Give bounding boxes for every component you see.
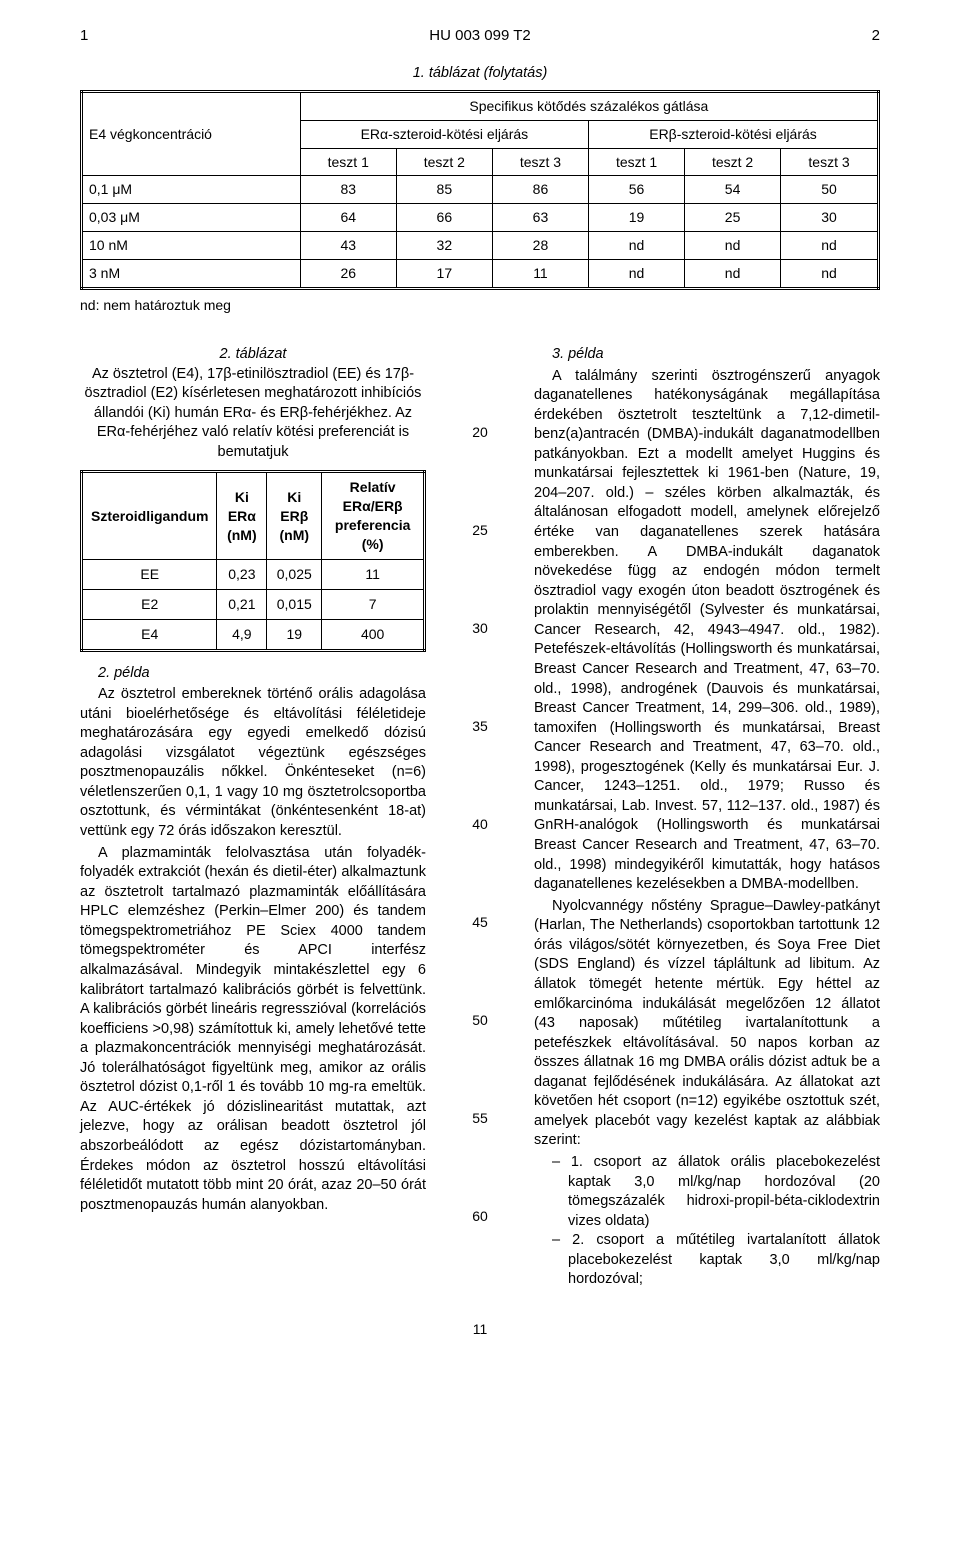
table-row: 0,03 μM646663192530: [82, 204, 879, 232]
line-mark: 35: [466, 717, 494, 736]
table2: Szteroidligandum Ki ERα (nM) Ki ERβ (nM)…: [80, 470, 426, 651]
header-center: HU 003 099 T2: [429, 26, 530, 46]
example2-p1: Az ösztetrol embereknek történő orális a…: [80, 685, 426, 842]
header-right: 2: [872, 26, 880, 46]
line-mark: 40: [466, 815, 494, 834]
example2-label: 2. példa: [80, 664, 426, 684]
line-mark: 25: [466, 521, 494, 540]
table-row: 10 nM433228ndndnd: [82, 232, 879, 260]
table2-header-row: Szteroidligandum Ki ERα (nM) Ki ERβ (nM)…: [82, 472, 425, 560]
table1-spec-header: Specifikus kötődés százalékos gátlása: [300, 91, 878, 120]
line-mark: 60: [466, 1207, 494, 1226]
header-left: 1: [80, 26, 88, 46]
example3-p2: Nyolcvannégy nőstény Sprague–Dawley-patk…: [534, 897, 880, 1151]
table1-note: nd: nem határoztuk meg: [80, 296, 880, 315]
table-row: EE0,230,02511: [82, 559, 425, 589]
table-row: E44,919400: [82, 619, 425, 650]
page-number: 11: [80, 1320, 880, 1339]
right-column: 3. példa A találmány szerinti ösztrogéns…: [534, 345, 880, 1290]
page-header: 1 HU 003 099 T2 2: [80, 26, 880, 46]
line-mark: 55: [466, 1109, 494, 1128]
example3-label: 3. példa: [534, 345, 880, 365]
example3-p1: A találmány szerinti ösztrogénszerű anya…: [534, 367, 880, 895]
table-row: E20,210,0157: [82, 589, 425, 619]
table1-sub-b: ERβ-szteroid-kötési eljárás: [589, 120, 879, 148]
table1-rowheader: E4 végkoncentráció: [82, 91, 301, 176]
table1-sub-a: ERα-szteroid-kötési eljárás: [300, 120, 588, 148]
table1-caption: 1. táblázat (folytatás): [80, 64, 880, 84]
example2-p2: A plazmaminták felolvasztása után folyad…: [80, 844, 426, 1216]
table1: E4 végkoncentráció Specifikus kötődés sz…: [80, 90, 880, 290]
table2-caption: 2. táblázat Az ösztetrol (E4), 17β-etini…: [80, 345, 426, 462]
line-mark: 30: [466, 619, 494, 638]
left-column: 2. táblázat Az ösztetrol (E4), 17β-etini…: [80, 345, 426, 1290]
line-mark: 50: [466, 1011, 494, 1030]
list-item-1: 1. csoport az állatok orális placebokeze…: [534, 1153, 880, 1231]
line-mark: 45: [466, 913, 494, 932]
line-mark: 20: [466, 423, 494, 442]
line-number-gutter: 20 25 30 35 40 45 50 55 60: [466, 345, 494, 1290]
table-row: 0,1 μM838586565450: [82, 176, 879, 204]
list-item-2: 2. csoport a műtétileg ivartalanított ál…: [534, 1231, 880, 1290]
table-row: 3 nM261711ndndnd: [82, 260, 879, 289]
